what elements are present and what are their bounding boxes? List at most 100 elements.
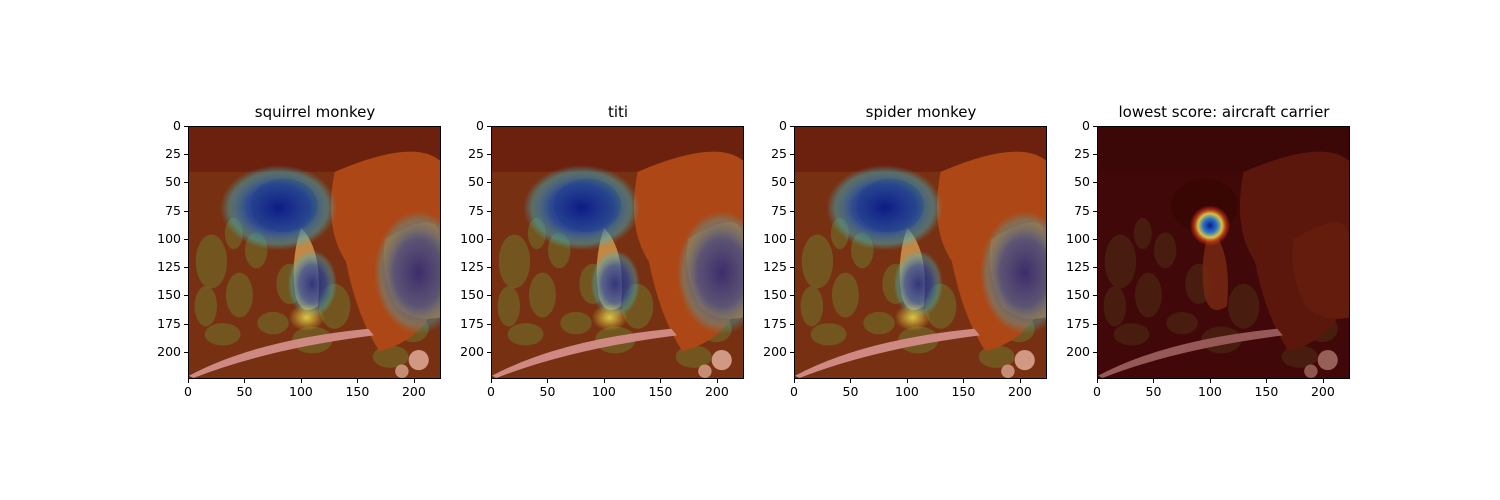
y-tick-label: 25 <box>165 146 181 162</box>
x-tick-label: 100 <box>895 384 919 399</box>
x-tick <box>300 379 302 383</box>
y-tick <box>1093 295 1097 297</box>
y-tick <box>790 182 794 184</box>
x-tick-label: 150 <box>345 384 370 399</box>
y-tick-label: 75 <box>771 202 787 218</box>
y-tick-label: 0 <box>476 118 484 133</box>
y-tick <box>184 210 188 212</box>
y-tick <box>184 126 188 127</box>
x-tick <box>491 379 492 383</box>
subplot-title: titi <box>607 103 629 121</box>
x-tick <box>794 379 795 383</box>
y-tick-label: 125 <box>460 259 484 275</box>
y-tick <box>1093 182 1097 184</box>
x-tick <box>1153 379 1155 383</box>
y-tick <box>790 351 794 353</box>
x-tick <box>1209 379 1211 383</box>
y-tick-label: 25 <box>1074 146 1090 162</box>
y-tick-label: 125 <box>157 259 181 275</box>
y-tick <box>184 238 188 240</box>
x-tick-label: 150 <box>951 384 976 399</box>
y-tick <box>1093 238 1097 240</box>
x-tick-label: 200 <box>1007 384 1032 399</box>
x-tick <box>547 379 549 383</box>
y-tick <box>184 323 188 325</box>
y-tick-label: 150 <box>1066 287 1090 303</box>
x-tick-label: 150 <box>648 384 673 399</box>
y-tick <box>790 210 794 212</box>
y-tick-label: 50 <box>771 174 787 190</box>
x-tick <box>1019 379 1021 383</box>
heatmap-image <box>188 126 441 379</box>
x-tick-label: 200 <box>704 384 729 399</box>
y-tick-label: 125 <box>1066 259 1090 275</box>
y-tick-label: 50 <box>1074 174 1090 190</box>
y-tick-label: 175 <box>1066 315 1090 331</box>
x-tick <box>357 379 359 383</box>
y-tick <box>487 323 491 325</box>
subplot-title: lowest score: aircraft carrier <box>1118 103 1330 121</box>
y-tick <box>790 323 794 325</box>
y-tick-label: 0 <box>1082 118 1090 133</box>
y-tick-label: 50 <box>468 174 484 190</box>
y-tick <box>487 126 491 127</box>
x-tick-label: 100 <box>592 384 616 399</box>
y-tick-label: 100 <box>763 230 787 246</box>
y-tick <box>487 182 491 184</box>
x-tick <box>244 379 246 383</box>
y-tick <box>790 295 794 297</box>
y-tick-label: 50 <box>165 174 181 190</box>
heatmap-image <box>794 126 1047 379</box>
y-tick <box>790 154 794 156</box>
heatmap-image <box>491 126 744 379</box>
x-tick-label: 50 <box>539 384 556 399</box>
y-tick <box>184 295 188 297</box>
y-tick-label: 25 <box>468 146 484 162</box>
y-tick <box>487 267 491 269</box>
x-tick-label: 0 <box>1093 384 1101 399</box>
x-tick-label: 50 <box>236 384 253 399</box>
x-tick-label: 100 <box>1198 384 1222 399</box>
y-tick-label: 150 <box>157 287 181 303</box>
x-tick <box>963 379 965 383</box>
x-tick-label: 0 <box>487 384 495 399</box>
y-tick <box>487 154 491 156</box>
x-tick <box>660 379 662 383</box>
y-tick-label: 100 <box>157 230 181 246</box>
x-tick-label: 150 <box>1254 384 1279 399</box>
subplot-title: spider monkey <box>865 103 977 121</box>
x-tick <box>716 379 718 383</box>
x-tick-label: 100 <box>289 384 313 399</box>
x-tick <box>906 379 908 383</box>
x-tick <box>850 379 852 383</box>
y-tick-label: 125 <box>763 259 787 275</box>
y-tick <box>1093 267 1097 269</box>
y-tick <box>487 238 491 240</box>
y-tick <box>1093 154 1097 156</box>
y-tick <box>184 154 188 156</box>
y-tick <box>1093 210 1097 212</box>
y-tick-label: 175 <box>157 315 181 331</box>
y-tick-label: 150 <box>460 287 484 303</box>
x-tick <box>603 379 605 383</box>
x-tick <box>1097 379 1098 383</box>
x-tick-label: 50 <box>1145 384 1162 399</box>
y-tick <box>487 210 491 212</box>
y-tick-label: 100 <box>1066 230 1090 246</box>
y-tick <box>1093 126 1097 127</box>
y-tick-label: 75 <box>468 202 484 218</box>
y-tick-label: 200 <box>157 343 181 359</box>
x-tick <box>1322 379 1324 383</box>
y-tick-label: 0 <box>779 118 787 133</box>
x-tick <box>1266 379 1268 383</box>
y-tick <box>790 267 794 269</box>
y-tick-label: 200 <box>763 343 787 359</box>
y-tick-label: 0 <box>173 118 181 133</box>
y-tick-label: 75 <box>1074 202 1090 218</box>
y-tick <box>790 126 794 127</box>
y-tick <box>1093 351 1097 353</box>
x-tick-label: 200 <box>1310 384 1335 399</box>
y-tick-label: 75 <box>165 202 181 218</box>
y-tick <box>184 267 188 269</box>
